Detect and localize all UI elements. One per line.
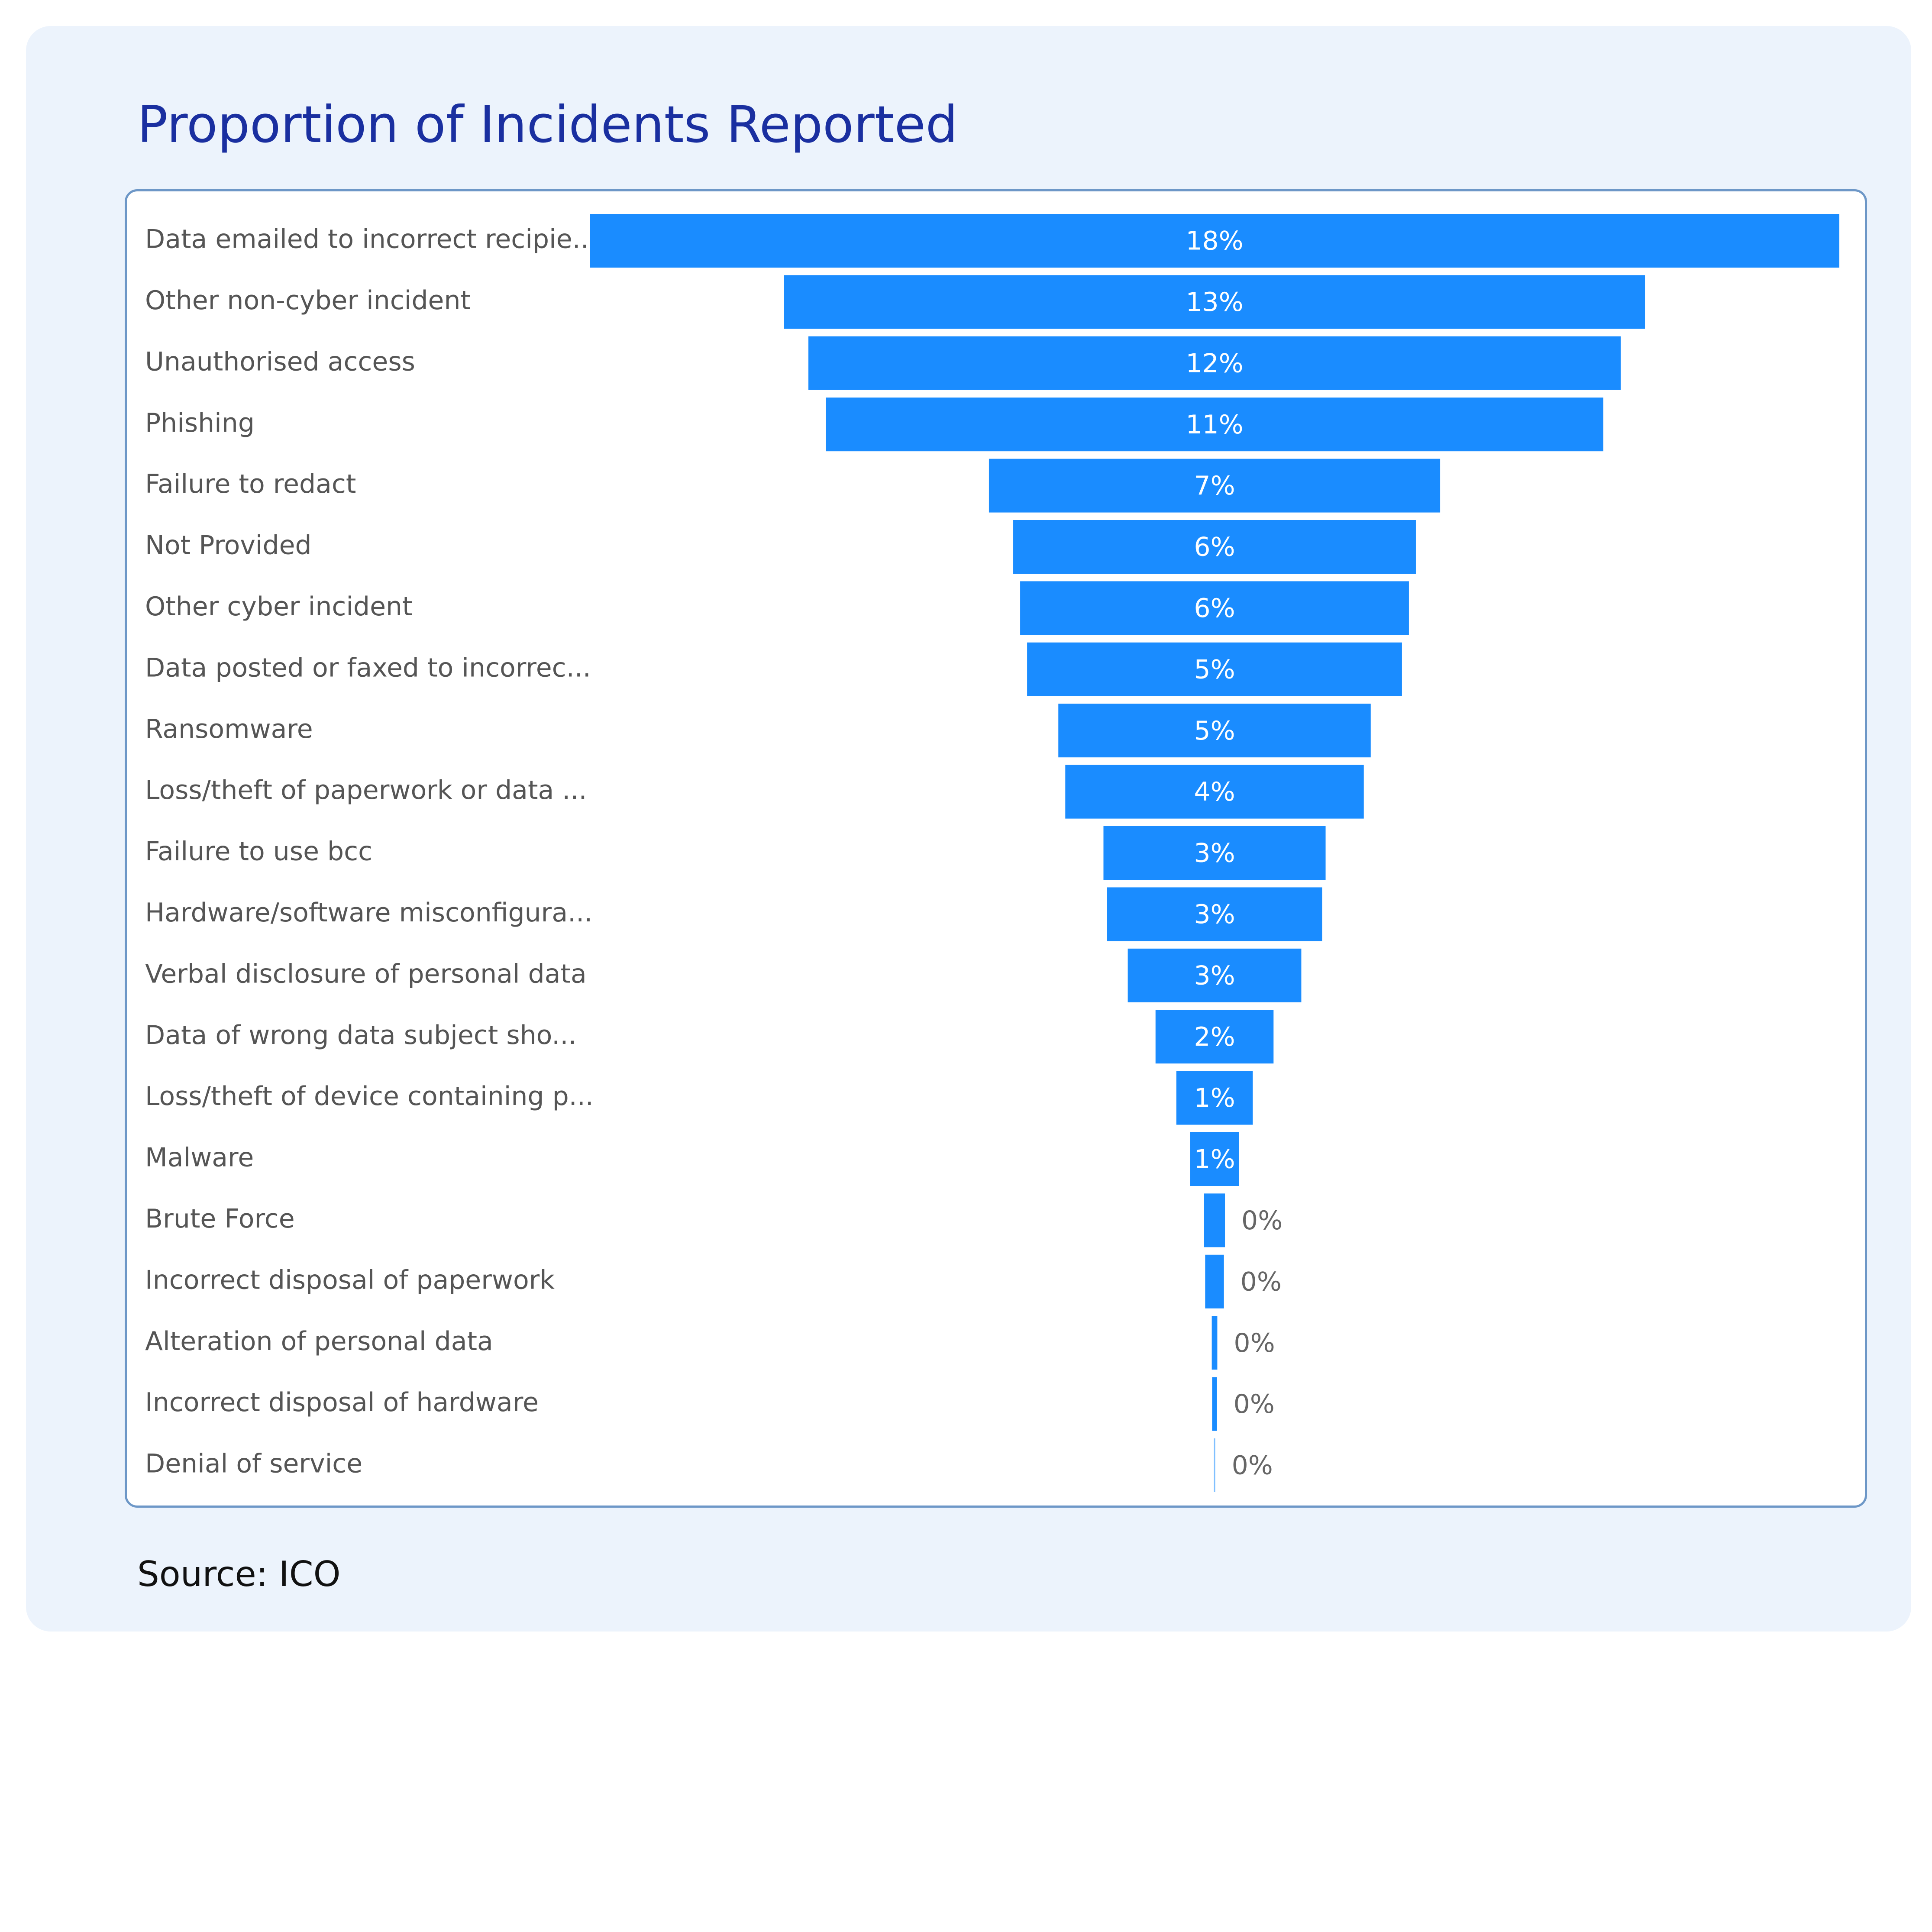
value-label: 5% [1194, 654, 1235, 685]
value-label: 0% [1232, 1451, 1273, 1481]
value-label: 1% [1194, 1144, 1235, 1175]
chart-panel: Data emailed to incorrect recipie... 18% O… [125, 189, 1867, 1508]
category-label: Other non-cyber incident [145, 285, 471, 316]
funnel-bar[interactable] [1103, 826, 1326, 880]
value-label: 5% [1194, 716, 1235, 746]
funnel-bar[interactable] [1204, 1193, 1225, 1247]
value-label: 18% [1186, 226, 1243, 256]
funnel-bar[interactable] [1190, 1132, 1239, 1186]
funnel-bar[interactable] [1027, 642, 1402, 696]
category-label: Failure to redact [145, 469, 356, 499]
category-label: Loss/theft of device containing p... [145, 1081, 594, 1111]
funnel-bar[interactable] [784, 275, 1645, 329]
category-label: Alteration of personal data [145, 1326, 493, 1357]
funnel-bar[interactable] [1155, 1010, 1274, 1064]
value-label: 3% [1194, 838, 1235, 869]
funnel-chart: Data emailed to incorrect recipie... 18% O… [145, 214, 1839, 1492]
category-label: Loss/theft of paperwork or data ... [145, 775, 587, 805]
value-label: 12% [1186, 348, 1243, 378]
source-note: Source: ICO [137, 1554, 341, 1594]
funnel-bar[interactable] [808, 336, 1621, 390]
funnel-bar[interactable] [590, 214, 1839, 268]
category-label: Brute Force [145, 1204, 295, 1234]
value-label: 6% [1194, 532, 1235, 562]
funnel-bar[interactable] [1065, 765, 1364, 819]
category-label: Data posted or faxed to incorrec... [145, 653, 591, 683]
chart-card: Proportion of Incidents Reported Data em… [26, 26, 1911, 1632]
category-label: Unauthorised access [145, 346, 415, 377]
value-label: 7% [1194, 471, 1235, 501]
funnel-bar[interactable] [1020, 581, 1409, 635]
category-label: Malware [145, 1143, 254, 1173]
value-label: 6% [1194, 593, 1235, 624]
category-label: Data emailed to incorrect recipie... [145, 224, 597, 255]
funnel-bar[interactable] [1128, 948, 1302, 1002]
value-label: 3% [1194, 899, 1235, 930]
value-label: 11% [1186, 410, 1243, 440]
value-label: 13% [1186, 287, 1243, 317]
value-label: 2% [1194, 1022, 1235, 1052]
value-label: 0% [1241, 1205, 1283, 1236]
funnel-bar[interactable] [1107, 887, 1322, 941]
funnel-bar[interactable] [1214, 1438, 1215, 1492]
category-label: Failure to use bcc [145, 837, 372, 867]
funnel-bar[interactable] [1205, 1254, 1224, 1308]
funnel-bar[interactable] [1212, 1377, 1217, 1431]
category-label: Phishing [145, 408, 255, 438]
category-label: Incorrect disposal of paperwork [145, 1265, 555, 1295]
chart-title: Proportion of Incidents Reported [137, 95, 958, 154]
value-label: 0% [1241, 1266, 1282, 1297]
category-label: Other cyber incident [145, 591, 413, 622]
category-label: Denial of service [145, 1449, 362, 1479]
funnel-bar[interactable] [989, 459, 1441, 513]
category-label: Data of wrong data subject sho... [145, 1020, 576, 1050]
funnel-bar[interactable] [1176, 1071, 1253, 1125]
value-label: 0% [1234, 1389, 1275, 1419]
funnel-bar[interactable] [1058, 704, 1371, 758]
value-label: 3% [1194, 960, 1235, 991]
category-label: Not Provided [145, 530, 312, 561]
category-label: Verbal disclosure of personal data [145, 959, 587, 989]
category-label: Incorrect disposal of hardware [145, 1387, 539, 1418]
value-label: 4% [1194, 777, 1235, 807]
funnel-bar[interactable] [826, 397, 1603, 452]
category-label: Ransomware [145, 714, 313, 744]
value-label: 1% [1194, 1083, 1235, 1113]
category-label: Hardware/software misconfigura... [145, 898, 592, 928]
funnel-bar[interactable] [1013, 520, 1416, 574]
funnel-bar[interactable] [1212, 1316, 1218, 1370]
value-label: 0% [1234, 1328, 1275, 1358]
